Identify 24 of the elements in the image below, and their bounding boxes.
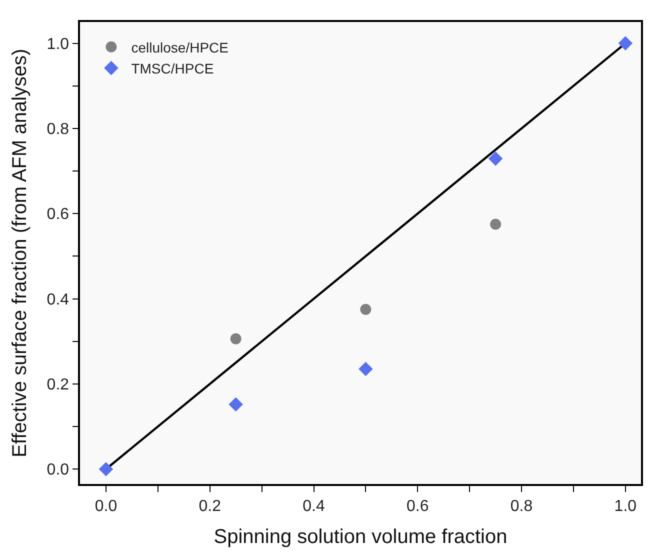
x-tick-label: 0.2 xyxy=(198,498,222,515)
point xyxy=(358,362,373,376)
x-tick-label: 1.0 xyxy=(614,498,637,515)
point xyxy=(360,304,372,315)
point xyxy=(98,462,114,476)
point xyxy=(618,36,633,50)
x-tick-label: 0.8 xyxy=(510,498,533,515)
y-axis-title: Effective surface fraction (from AFM analyses) xyxy=(8,48,31,458)
y-tick-label: 0.2 xyxy=(46,376,70,394)
x-tick-label: 0.6 xyxy=(406,498,429,515)
point xyxy=(228,397,243,412)
point xyxy=(490,218,502,230)
y-tick-label: 0.6 xyxy=(46,206,70,224)
x-axis-title: Spinning solution volume fraction xyxy=(214,526,508,548)
y-tick-label: 0.8 xyxy=(46,121,70,138)
point xyxy=(488,152,503,166)
x-tick-label: 0.4 xyxy=(302,498,325,515)
y-tick-label: 1.0 xyxy=(46,36,70,53)
legend-label: cellulose/HPCE xyxy=(131,39,228,56)
legend-label: TMSC/HPCE xyxy=(131,60,214,76)
y-tick-label: 0.0 xyxy=(46,462,70,479)
y-tick-label: 0.4 xyxy=(46,291,70,308)
x-tick-label: 0.0 xyxy=(94,498,118,515)
point xyxy=(230,333,242,344)
